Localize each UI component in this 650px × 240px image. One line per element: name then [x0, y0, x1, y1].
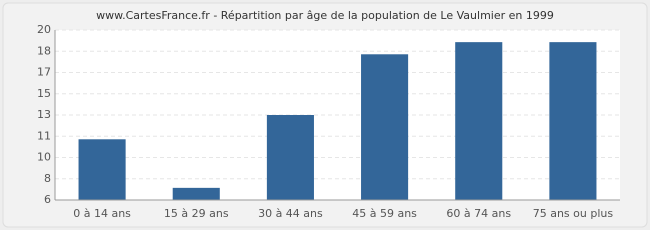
y-tick-label: 10 — [37, 151, 51, 164]
bar — [361, 54, 409, 201]
y-tick-label: 13 — [37, 108, 51, 121]
y-tick-label: 15 — [37, 87, 51, 100]
bar — [78, 139, 126, 200]
y-tick-label: 17 — [37, 66, 51, 79]
x-tick-label: 0 à 14 ans — [73, 207, 131, 220]
chart: www.CartesFrance.fr - Répartition par âg… — [0, 0, 650, 230]
x-tick-label: 45 à 59 ans — [352, 207, 417, 220]
y-tick-label: 6 — [44, 193, 51, 206]
chart-title: www.CartesFrance.fr - Répartition par âg… — [96, 9, 554, 22]
bar — [455, 42, 503, 201]
y-tick-label: 8 — [44, 172, 51, 185]
x-tick-label: 60 à 74 ans — [446, 207, 511, 220]
bar — [266, 115, 314, 200]
x-tick-label: 30 à 44 ans — [258, 207, 323, 220]
x-tick-label: 15 à 29 ans — [164, 207, 229, 220]
x-tick-label: 75 ans ou plus — [533, 207, 614, 220]
y-tick-label: 11 — [37, 129, 51, 142]
bar — [172, 187, 220, 200]
bar — [549, 42, 597, 201]
y-tick-label: 18 — [37, 44, 51, 57]
y-tick-label: 20 — [37, 23, 51, 36]
